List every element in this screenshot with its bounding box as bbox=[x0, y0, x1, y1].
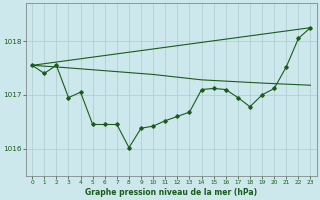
X-axis label: Graphe pression niveau de la mer (hPa): Graphe pression niveau de la mer (hPa) bbox=[85, 188, 257, 197]
